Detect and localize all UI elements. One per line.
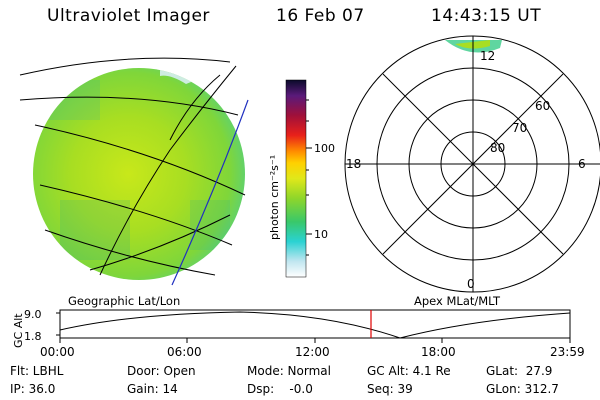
geographic-grid	[19, 57, 246, 276]
altitude-tick-max: 9.0	[24, 308, 42, 321]
altitude-plot	[56, 309, 571, 343]
mlt-label-12: 12	[480, 49, 495, 63]
terminator-line	[171, 99, 249, 286]
time-tick-0000: 00:00	[40, 345, 75, 359]
earth-image	[33, 68, 245, 280]
polar-plot	[344, 35, 600, 293]
date-label: 16 Feb 07	[276, 6, 365, 26]
info-filter: Flt: LBHL	[10, 364, 64, 378]
mlt-label-6: 6	[578, 157, 586, 171]
info-dsp: Dsp: -0.0	[247, 382, 313, 396]
time-tick-1800: 18:00	[421, 345, 456, 359]
lat-label-60: 60	[535, 99, 550, 113]
lat-label-80: 80	[490, 141, 505, 155]
altitude-axis-label: GC Alt	[12, 313, 25, 348]
info-glat: GLat: 27.9	[486, 364, 553, 378]
colorbar-tick-100: 100	[314, 142, 335, 155]
instrument-title: Ultraviolet Imager	[47, 6, 210, 26]
mlt-label-18: 18	[346, 157, 361, 171]
mlt-label-0: 0	[467, 277, 475, 291]
time-tick-1200: 12:00	[295, 345, 330, 359]
info-gc-alt: GC Alt: 4.1 Re	[367, 364, 451, 378]
time-tick-0600: 06:00	[167, 345, 202, 359]
info-mode: Mode: Normal	[247, 364, 331, 378]
apex-map-label: Apex MLat/MLT	[414, 294, 501, 308]
info-gain: Gain: 14	[127, 382, 178, 396]
geographic-map-label: Geographic Lat/Lon	[68, 294, 181, 308]
altitude-tick-min: 1.8	[24, 330, 42, 343]
info-glon: GLon: 312.7	[486, 382, 559, 396]
info-seq: Seq: 39	[367, 382, 413, 396]
info-door: Door: Open	[127, 364, 196, 378]
colorbar-unit-label: photon cm⁻²s⁻¹	[268, 155, 281, 240]
colorbar-tick-10: 10	[314, 228, 328, 241]
color-bar	[285, 79, 312, 278]
time-label: 14:43:15 UT	[431, 6, 542, 26]
lat-label-70: 70	[512, 121, 527, 135]
time-tick-2359: 23:59	[550, 345, 585, 359]
info-ip: IP: 36.0	[10, 382, 56, 396]
